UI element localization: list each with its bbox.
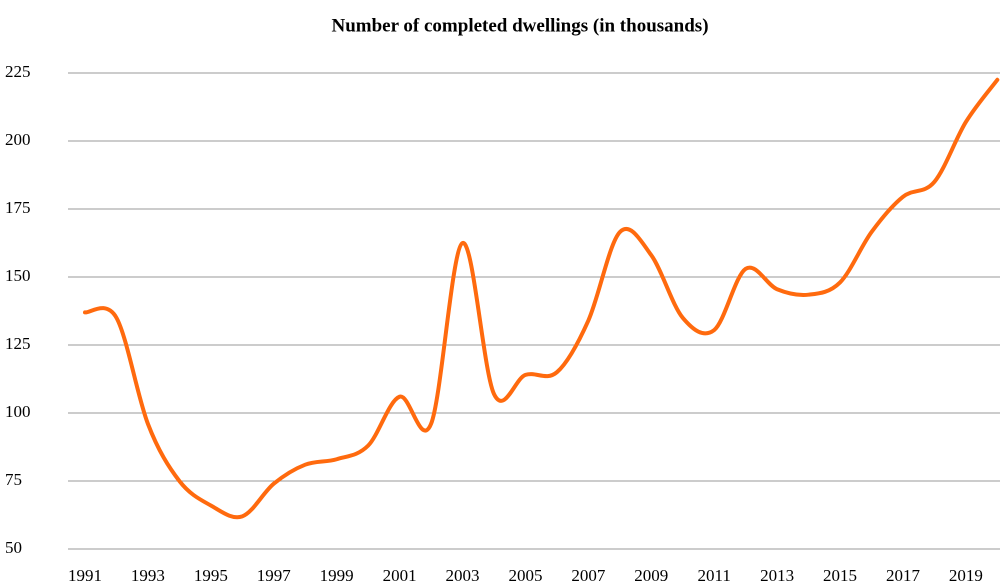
- y-tick-label: 125: [5, 334, 31, 353]
- x-tick-label: 1991: [68, 566, 102, 585]
- chart-title: Number of completed dwellings (in thousa…: [331, 15, 708, 36]
- x-tick-label: 2017: [886, 566, 921, 585]
- y-tick-label: 50: [5, 538, 22, 557]
- x-tick-label: 1993: [131, 566, 165, 585]
- y-tick-label: 75: [5, 470, 22, 489]
- x-tick-label: 2001: [383, 566, 417, 585]
- x-tick-label: 2009: [634, 566, 668, 585]
- x-tick-label: 1995: [194, 566, 228, 585]
- x-tick-label: 2007: [571, 566, 606, 585]
- x-tick-label: 2019: [949, 566, 983, 585]
- x-tick-label: 1999: [320, 566, 354, 585]
- y-tick-label: 175: [5, 198, 31, 217]
- y-tick-label: 100: [5, 402, 31, 421]
- x-tick-label: 2015: [823, 566, 857, 585]
- x-tick-label: 2013: [760, 566, 794, 585]
- x-tick-label: 2011: [698, 566, 731, 585]
- x-tick-label: 1997: [257, 566, 292, 585]
- x-tick-label: 2003: [446, 566, 480, 585]
- y-tick-label: 225: [5, 62, 31, 81]
- y-tick-label: 200: [5, 130, 31, 149]
- line-series: [83, 77, 1000, 520]
- y-tick-label: 150: [5, 266, 31, 285]
- x-tick-label: 2005: [508, 566, 542, 585]
